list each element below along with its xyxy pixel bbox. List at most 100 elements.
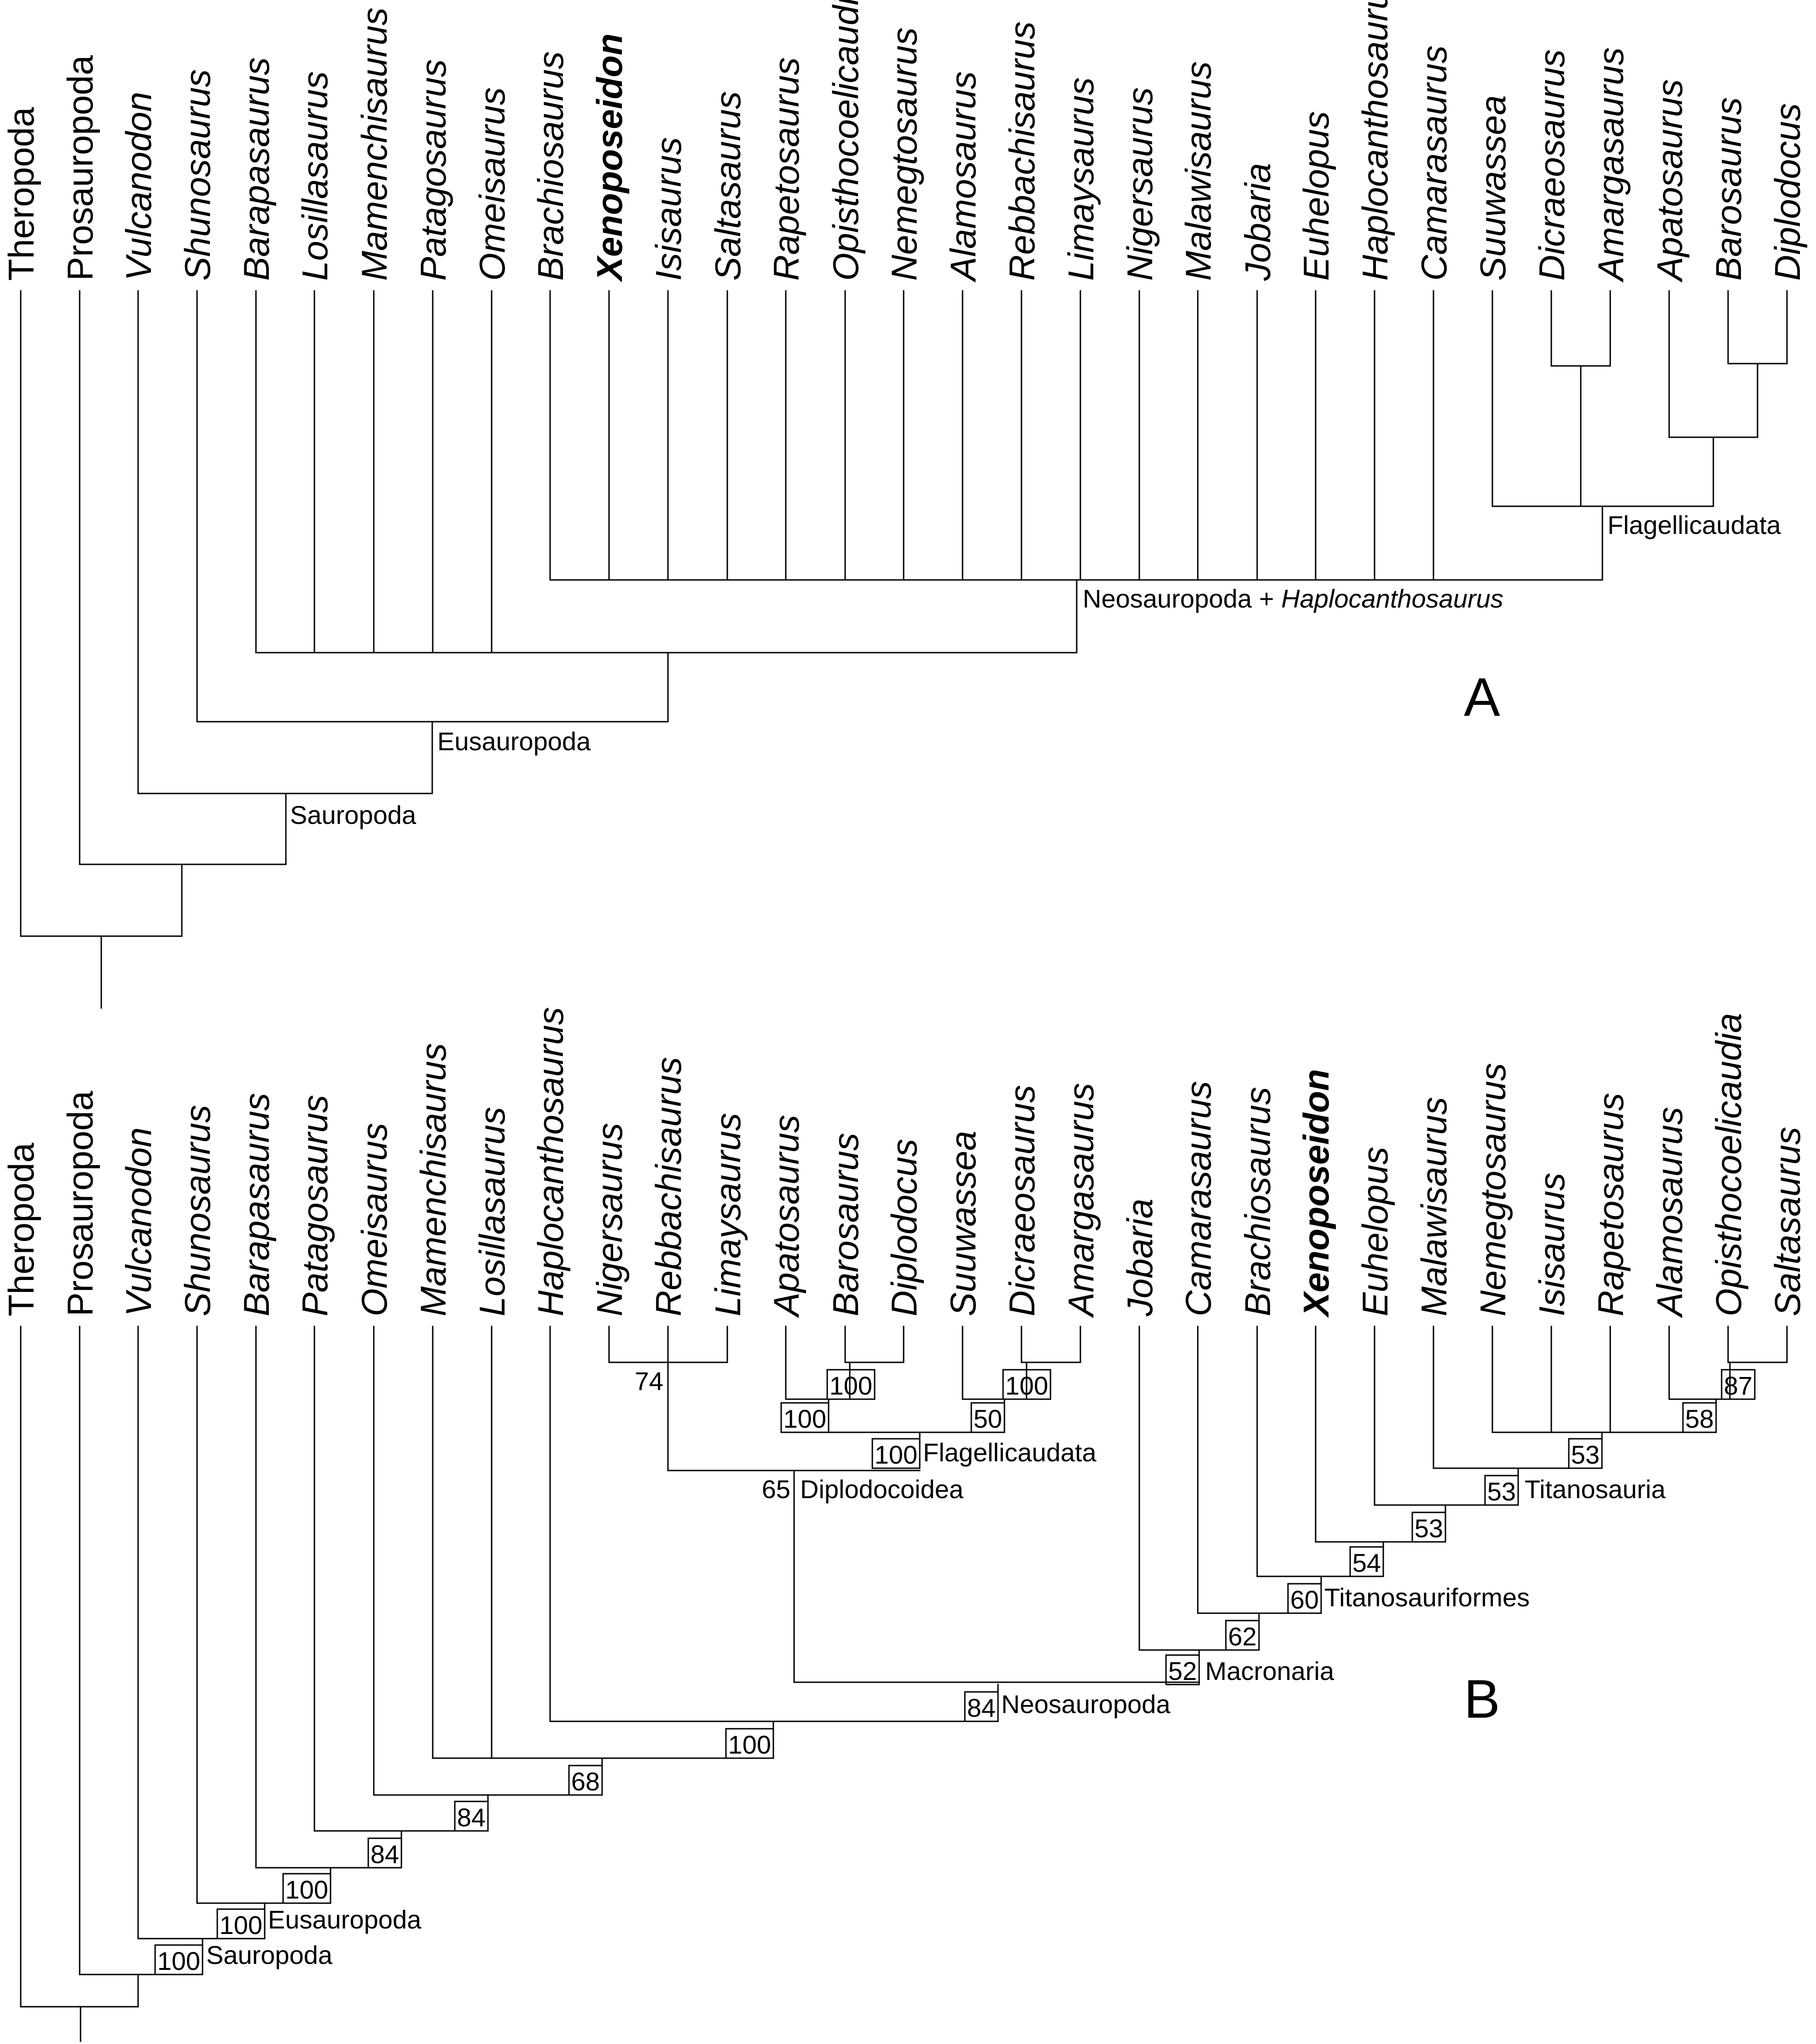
panel-b-taxon-rebbachisaurus: Rebbachisaurus: [648, 1057, 689, 1316]
panel-a-taxon-omeisaurus: Omeisaurus: [472, 87, 512, 281]
panel-b-support-camarasaurus_node: 62: [1228, 1622, 1257, 1651]
panel-b-support-box-titanosauria: [1484, 1475, 1519, 1506]
panel-a-taxon-dicraeosaurus: Dicraeosaurus: [1532, 49, 1572, 281]
panel-b-support-box-lithostrotia: [1568, 1438, 1603, 1469]
panel-b-taxon-labels: Theropoda Prosauropoda Vulcanodon Shunosaur…: [1, 1007, 1808, 1318]
panel-b-taxon-dicraeosaurus: Dicraeosaurus: [1002, 1085, 1042, 1316]
panel-b-support-diplodocidae: 100: [783, 1404, 826, 1433]
panel-b-taxon-xenoposeidon: Xenoposeidon: [1296, 1069, 1336, 1318]
panel-b-clade-flagellicaudata: Flagellicaudata: [923, 1438, 1097, 1467]
panel-a-taxon-nemegtosaurus: Nemegtosaurus: [884, 27, 924, 281]
panel-b-taxon-malawisaurus: Malawisaurus: [1414, 1097, 1454, 1316]
panel-a-taxon-xenoposeidon: Xenoposeidon: [589, 34, 630, 283]
panel-b-support-box-saltasaurinae: [1721, 1369, 1756, 1400]
panel-b-support-box-diplodocidae: [780, 1402, 830, 1433]
panel-a-taxon-mamenchisaurus: Mamenchisaurus: [354, 7, 395, 281]
panel-a-taxon-alamosaurus: Alamosaurus: [943, 71, 983, 283]
panel-a-taxon-jobaria: Jobaria: [1237, 163, 1278, 281]
panel-b-taxon-losillasaurus: Losillasaurus: [472, 1107, 512, 1316]
panel-b-taxon-saltasaurus: Saltasaurus: [1767, 1127, 1808, 1316]
panel-b-taxon-diplodocus: Diplodocus: [884, 1139, 924, 1316]
panel-a-taxon-limaysaurus: Limaysaurus: [1061, 77, 1101, 281]
panel-a-taxon-patagosaurus: Patagosaurus: [413, 59, 453, 281]
panel-a-clade-flagellicaudata: Flagellicaudata: [1607, 510, 1781, 539]
panel-b-taxon-nemegtosaurus: Nemegtosaurus: [1473, 1063, 1513, 1316]
panel-b-support-values: 74 10010010050100658758535353546062528410…: [154, 1367, 1756, 1975]
panel-b-support-patagosaurus_node: 84: [371, 1840, 399, 1869]
panel-b-taxon-omeisaurus: Omeisaurus: [354, 1123, 395, 1316]
panel-b-support-box-xenoposeidon_node: [1349, 1546, 1384, 1577]
panel-b-support-box-eusauropoda: [216, 1908, 266, 1940]
panel-b-support-box-camarasaurus_node: [1225, 1620, 1260, 1651]
panel-a-taxon-amargasaurus: Amargasaurus: [1590, 47, 1631, 283]
panel-b-taxon-haplocanthosaurus: Haplocanthosaurus: [530, 1007, 571, 1316]
panel-b-clade-titanosauria: Titanosauria: [1525, 1475, 1666, 1504]
panel-a-haplocanthosaurus-label: Haplocanthosaurus: [1281, 584, 1503, 613]
panel-b-taxon-shunosaurus: Shunosaurus: [177, 1105, 218, 1316]
panel-a-taxon-labels: Theropoda Prosauropoda Vulcanodon Shunosaur…: [1, 0, 1808, 283]
panel-a-taxon-malawisaurus: Malawisaurus: [1178, 61, 1218, 281]
panel-b-taxon-apatosaurus: Apatosaurus: [766, 1115, 806, 1318]
panel-b-clade-macronaria: Macronaria: [1205, 1656, 1334, 1685]
panel-a-taxon-barapasaurus: Barapasaurus: [236, 57, 277, 281]
panel-b-clade-eusauropoda: Eusauropoda: [268, 1905, 422, 1934]
panel-a-taxon-nigersaurus: Nigersaurus: [1120, 87, 1160, 281]
panel-b-clade-diplodocoidea: Diplodocoidea: [800, 1475, 964, 1504]
panel-b-taxon-opisthocoelicaudia: Opisthocoelicaudia: [1708, 1013, 1749, 1316]
panel-b-support-eusauropoda: 100: [220, 1911, 262, 1940]
panel-a-taxon-camarasaurus: Camarasaurus: [1414, 45, 1454, 281]
panel-b-support-sauropoda: 100: [157, 1946, 200, 1975]
panel-b-support-box-alamo_saltasaurus: [1682, 1402, 1717, 1433]
panel-b-support-box-titanosauriformes: [1287, 1583, 1322, 1614]
panel-a-tree-lines: [20, 290, 1788, 1009]
panel-b-taxon-limaysaurus: Limaysaurus: [708, 1113, 748, 1316]
panel-b-taxon-euhelopus: Euhelopus: [1355, 1146, 1395, 1316]
panel-b-support-macronaria: 52: [1168, 1656, 1197, 1685]
panel-b-support-box-neosauropoda: [964, 1691, 999, 1722]
panel-b-taxon-suuwassea: Suuwassea: [943, 1131, 983, 1316]
panel-b-support-neosauropoda: 84: [967, 1693, 996, 1722]
panel-b-support-box-flagellicaudata: [871, 1438, 921, 1469]
panel-a-taxon-haplocanthosaurus: Haplocanthosaurus: [1355, 0, 1395, 281]
panel-b-support-barapasaurus_node: 100: [285, 1875, 328, 1904]
panel-b-support-saltasaurinae: 87: [1724, 1371, 1752, 1400]
panel-a-taxon-rapetosaurus: Rapetosaurus: [766, 57, 806, 281]
panel-b-taxon-patagosaurus: Patagosaurus: [295, 1095, 335, 1316]
panel-a-clade-sauropoda: Sauropoda: [290, 800, 417, 829]
panel-a-taxon-suuwassea: Suuwassea: [1473, 95, 1513, 281]
panel-b-support-dicraeosauridae: 100: [1005, 1371, 1048, 1400]
panel-b-taxon-prosauropoda: Prosauropoda: [60, 1090, 100, 1316]
panel-b-support-box-sauropoda: [154, 1944, 203, 1975]
panel-a-neosauropoda-label: Neosauropoda +: [1083, 584, 1281, 613]
panel-b-clade-titanosauriformes: Titanosauriformes: [1324, 1583, 1530, 1612]
panel-a-clade-eusauropoda: Eusauropoda: [437, 727, 591, 756]
panel-a-taxon-euhelopus: Euhelopus: [1296, 111, 1336, 281]
panel-b-support-rebbachisauridae: 74: [635, 1367, 663, 1395]
panel-b-support-haplocanthosaurus_node: 100: [728, 1730, 771, 1759]
panel-a-taxon-apatosaurus: Apatosaurus: [1649, 79, 1690, 283]
panel-b-taxon-camarasaurus: Camarasaurus: [1178, 1081, 1218, 1316]
panel-b-support-box-diplodocidae_inner: [826, 1369, 876, 1400]
panel-b-support-euhelopus_node: 53: [1415, 1514, 1443, 1543]
panel-a-taxon-diplodocus: Diplodocus: [1767, 103, 1808, 281]
panel-b-taxon-mamenchisaurus: Mamenchisaurus: [413, 1043, 453, 1316]
panel-b-clade-sauropoda: Sauropoda: [206, 1940, 333, 1969]
panel-a-taxon-prosauropoda: Prosauropoda: [60, 55, 100, 281]
panel-a-letter: A: [1464, 667, 1500, 728]
panel-b-support-diplodocidae_inner: 100: [830, 1371, 872, 1400]
panel-b-taxon-rapetosaurus: Rapetosaurus: [1590, 1093, 1631, 1316]
panel-b-support-box-macronaria: [1165, 1654, 1200, 1685]
panel-b-support-titanosauriformes: 60: [1290, 1585, 1319, 1614]
panel-a-taxon-theropoda: Theropoda: [1, 107, 41, 281]
panel-b-support-box-haplocanthosaurus_node: [725, 1728, 774, 1759]
panel-b-clade-neosauropoda: Neosauropoda: [1001, 1690, 1171, 1719]
panel-b-taxon-theropoda: Theropoda: [1, 1142, 41, 1316]
panel-a-clade-neosauropoda-haplocanthosaurus: Neosauropoda + Haplocanthosaurus: [1083, 584, 1503, 613]
panel-b-support-diplodocoidea: 65: [762, 1475, 790, 1504]
panel-a-taxon-losillasaurus: Losillasaurus: [295, 71, 335, 281]
panel-b-taxon-alamosaurus: Alamosaurus: [1649, 1107, 1690, 1318]
panel-b-taxon-vulcanodon: Vulcanodon: [118, 1127, 159, 1316]
panel-b-taxon-nigersaurus: Nigersaurus: [589, 1123, 630, 1316]
panel-b-taxon-amargasaurus: Amargasaurus: [1061, 1083, 1101, 1318]
